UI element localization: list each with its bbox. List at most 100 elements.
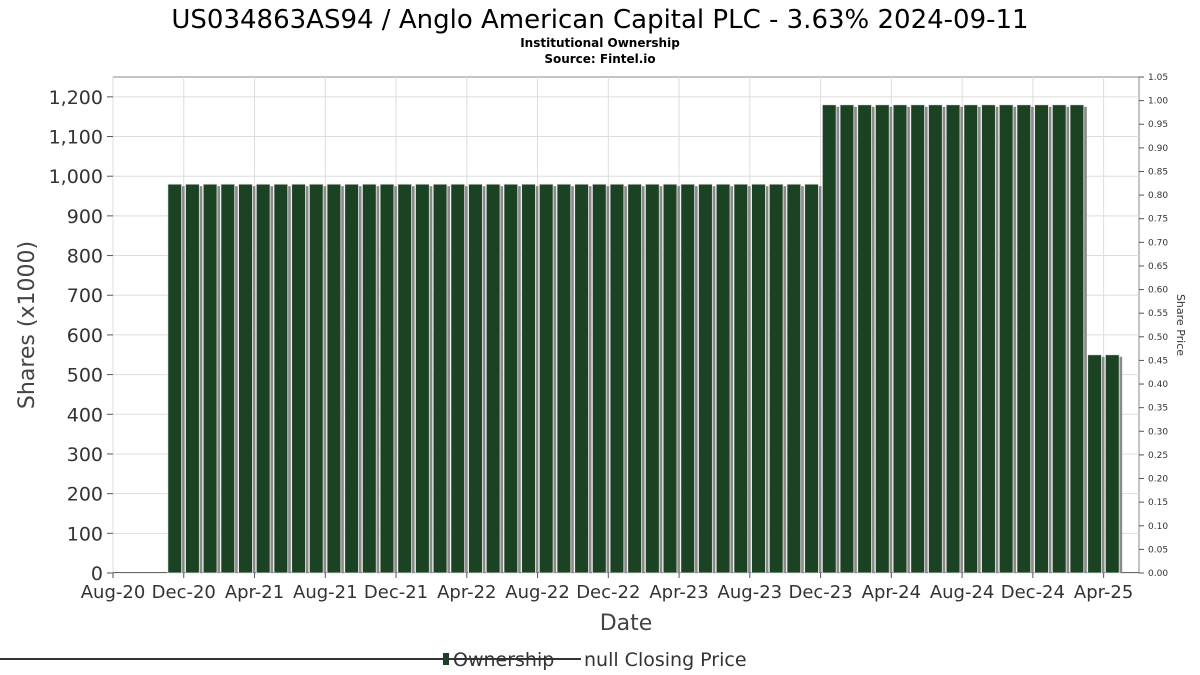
ownership-bar — [875, 104, 890, 574]
legend: Ownership null Closing Price — [0, 649, 747, 671]
ownership-bar — [751, 183, 766, 574]
ownership-bar — [804, 183, 819, 574]
y2-tick-label: 1.05 — [1148, 73, 1168, 83]
x-tick-label: Apr-25 — [1074, 582, 1133, 603]
x-axis-label: Date — [600, 611, 653, 636]
ownership-bar — [627, 183, 642, 574]
x-axis-ticks: Aug-20 Dec-20 Apr-21 Aug-21 Dec-21 Apr-22 Aug-… — [81, 573, 1133, 603]
y-tick-label: 1,000 — [49, 166, 103, 188]
y2-tick-label: 0.10 — [1148, 522, 1168, 532]
y-axis-ticks: 0 100 200 300 400 500 600 700 800 900 1,000 1,100 1,… — [49, 87, 113, 585]
ownership-bar — [574, 183, 589, 574]
ownership-bar — [821, 104, 837, 574]
ownership-bar — [1087, 354, 1102, 574]
ownership-bar — [308, 183, 324, 574]
x-tick-label: Apr-24 — [862, 582, 921, 603]
ownership-bar — [344, 183, 359, 574]
legend-price-label: null Closing Price — [584, 649, 747, 671]
y-tick-label: 1,200 — [49, 87, 103, 109]
y2-tick-label: 0.55 — [1148, 309, 1168, 319]
x-tick-label: Apr-23 — [649, 582, 708, 603]
ownership-bar — [715, 183, 731, 574]
ownership-bar — [362, 183, 377, 574]
ownership-bar — [238, 183, 253, 574]
chart-title: US034863AS94 / Anglo American Capital PL… — [171, 5, 1028, 35]
ownership-bar — [1034, 104, 1049, 574]
chart-subtitle: Institutional Ownership — [520, 36, 680, 50]
ownership-bar — [662, 183, 678, 574]
ownership-bar — [680, 183, 696, 574]
ownership-bar — [945, 104, 961, 574]
y2-tick-label: 0.35 — [1148, 404, 1168, 414]
y2-tick-label: 0.05 — [1148, 545, 1168, 555]
y2-tick-label: 0.40 — [1148, 380, 1168, 390]
y-tick-label: 0 — [91, 563, 103, 585]
ownership-bar — [1069, 104, 1085, 574]
x-tick-label: Dec-21 — [364, 582, 428, 603]
y2-tick-label: 1.00 — [1148, 97, 1168, 107]
y-axis-label: Shares (x1000) — [15, 241, 40, 409]
y-tick-label: 900 — [67, 206, 103, 228]
y2-tick-label: 0.15 — [1148, 498, 1168, 508]
y2-tick-label: 0.85 — [1148, 167, 1168, 177]
ownership-bar — [185, 183, 200, 574]
ownership-bar — [963, 104, 979, 574]
y-tick-label: 700 — [67, 285, 103, 307]
ownership-bar — [220, 183, 236, 574]
y-tick-label: 400 — [67, 404, 103, 426]
chart-source: Source: Fintel.io — [544, 52, 655, 66]
y2-tick-label: 0.80 — [1148, 191, 1168, 201]
x-tick-label: Dec-24 — [1001, 582, 1065, 603]
ownership-bar — [733, 183, 749, 574]
ownership-bar — [786, 183, 802, 574]
ownership-bar — [981, 104, 996, 574]
y2-tick-label: 0.45 — [1148, 356, 1168, 366]
ownership-bar — [609, 183, 625, 574]
y-tick-label: 100 — [67, 523, 103, 545]
ownership-bar — [432, 183, 448, 574]
ownership-bar — [291, 183, 306, 574]
x-tick-label: Dec-22 — [576, 582, 640, 603]
y2-axis-ticks: 0.00 0.05 0.10 0.15 0.20 0.25 0.30 0.35 0.40 0.45… — [1139, 73, 1168, 579]
ownership-bar — [397, 183, 413, 574]
ownership-bar — [503, 183, 519, 574]
x-tick-label: Aug-20 — [81, 582, 146, 603]
x-tick-label: Aug-22 — [505, 582, 570, 603]
ownership-bar — [928, 104, 943, 574]
ownership-bar — [1016, 104, 1032, 574]
ownership-bar — [468, 183, 483, 574]
x-tick-label: Aug-21 — [293, 582, 358, 603]
x-tick-label: Dec-23 — [788, 582, 852, 603]
ownership-bar — [273, 183, 289, 574]
ownership-bar — [998, 104, 1014, 574]
y2-tick-label: 0.30 — [1148, 427, 1168, 437]
x-tick-label: Dec-20 — [152, 582, 216, 603]
y2-tick-label: 0.65 — [1148, 262, 1168, 272]
ownership-bar — [768, 183, 784, 574]
bars — [167, 104, 1123, 574]
ownership-bar — [538, 183, 554, 574]
y-tick-label: 200 — [67, 484, 103, 506]
y2-tick-label: 0.90 — [1148, 144, 1168, 154]
x-tick-label: Aug-24 — [930, 582, 995, 603]
y2-tick-label: 0.00 — [1148, 569, 1168, 579]
ownership-bar — [857, 104, 872, 574]
ownership-bar — [521, 183, 536, 574]
y-tick-label: 1,100 — [49, 127, 103, 149]
y2-axis-label: Share Price — [1174, 294, 1187, 356]
ownership-bar — [645, 183, 660, 574]
y2-tick-label: 0.70 — [1148, 238, 1168, 248]
ownership-bar — [892, 104, 908, 574]
y-tick-label: 600 — [67, 325, 103, 347]
ownership-bar — [379, 183, 395, 574]
y2-tick-label: 0.75 — [1148, 215, 1168, 225]
x-tick-label: Apr-22 — [437, 582, 496, 603]
ownership-bar — [167, 183, 183, 574]
y2-tick-label: 0.95 — [1148, 120, 1168, 130]
ownership-bar — [326, 183, 342, 574]
x-tick-label: Aug-23 — [718, 582, 783, 603]
y2-tick-label: 0.50 — [1148, 333, 1168, 343]
ownership-bar — [1051, 104, 1067, 574]
ownership-bar — [839, 104, 855, 574]
